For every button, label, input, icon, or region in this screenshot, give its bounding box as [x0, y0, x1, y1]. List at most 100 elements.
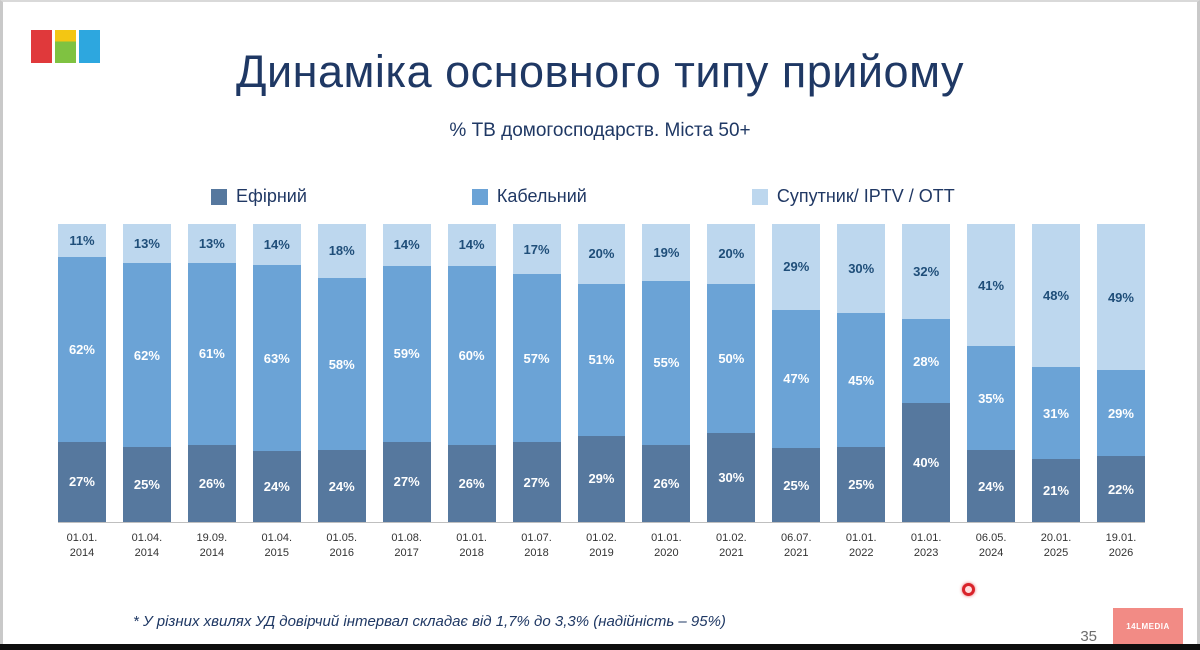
bar-segment: 27% — [58, 441, 106, 522]
bar-segment: 22% — [1097, 456, 1145, 522]
bar-segment: 29% — [1097, 370, 1145, 457]
stacked-bar: 13% 62% 25% — [122, 224, 171, 522]
company-logo — [31, 30, 100, 63]
segment-value-label: 14% — [263, 237, 290, 253]
bar-segment: 14% — [447, 224, 496, 266]
segment-value-label: 17% — [523, 241, 550, 257]
segment-value-label: 27% — [68, 474, 95, 490]
legend-swatch-satellite — [751, 188, 768, 205]
segment-value-label: 24% — [263, 479, 290, 495]
bar-segment: 24% — [967, 450, 1016, 522]
bar-segment: 25% — [837, 447, 886, 522]
x-axis-label: 01.05. 2016 — [326, 532, 358, 560]
cursor-indicator — [962, 583, 975, 596]
bar-segment: 29% — [577, 435, 626, 522]
segment-value-label: 26% — [653, 475, 680, 491]
bar-segment: 55% — [642, 280, 691, 445]
segment-value-label: 21% — [1043, 483, 1070, 499]
segment-value-label: 19% — [653, 244, 680, 260]
bar-segment: 26% — [187, 444, 236, 522]
bar-segment: 51% — [577, 283, 626, 436]
segment-value-label: 22% — [1107, 481, 1134, 497]
x-axis-label: 01.08. 2017 — [391, 532, 422, 560]
logo-blue-square — [79, 30, 100, 63]
footnote: * У різних хвилях УД довірчий інтервал с… — [133, 613, 726, 630]
bar-segment: 20% — [577, 224, 626, 284]
segment-value-label: 25% — [848, 477, 875, 493]
segment-value-label: 47% — [783, 371, 810, 387]
bar-segment: 62% — [122, 262, 171, 448]
segment-value-label: 29% — [1107, 405, 1134, 421]
segment-value-label: 32% — [913, 264, 940, 280]
bar-segment: 14% — [252, 224, 301, 266]
x-axis-label: 01.04. 2015 — [261, 532, 293, 560]
segment-value-label: 62% — [133, 347, 160, 363]
segment-value-label: 41% — [978, 277, 1005, 293]
segment-value-label: 20% — [588, 246, 615, 262]
segment-value-label: 14% — [458, 237, 485, 253]
stacked-bar: 29% 47% 25% — [772, 224, 821, 522]
bar-segment: 24% — [317, 450, 366, 522]
segment-value-label: 61% — [198, 346, 225, 362]
legend-item-terrestrial: Ефірний — [211, 186, 307, 207]
segment-value-label: 14% — [393, 237, 420, 253]
bar-segment: 63% — [252, 265, 301, 452]
legend-label-terrestrial: Ефірний — [236, 186, 307, 206]
logo-green-square — [55, 30, 76, 63]
bar-segment: 30% — [837, 224, 886, 314]
segment-value-label: 29% — [783, 259, 810, 275]
stacked-bar: 18% 58% 24% — [317, 224, 366, 522]
bar-segment: 27% — [382, 441, 431, 522]
segment-value-label: 20% — [718, 246, 745, 262]
segment-value-label: 60% — [458, 347, 485, 363]
stacked-bar: 32% 28% 40% — [902, 224, 951, 522]
x-axis-label: 06.05. 2024 — [975, 532, 1007, 560]
bar-segment: 13% — [122, 224, 171, 263]
x-axis-label: 01.04. 2014 — [131, 532, 163, 560]
x-axis: 01.01. 2014 01.04. 2014 19.09. 2014 01.04. 2015… — [58, 531, 1145, 562]
bar-segment: 59% — [382, 265, 431, 442]
watermark-text: 14LMEDIA — [1126, 621, 1170, 631]
bar-segment: 35% — [967, 346, 1016, 451]
segment-value-label: 35% — [978, 390, 1005, 406]
x-axis-label: 06.07. 2021 — [780, 532, 812, 560]
x-axis-label: 01.01. 2018 — [456, 532, 487, 560]
segment-value-label: 25% — [133, 477, 160, 493]
bar-segment: 50% — [707, 283, 756, 433]
page-number: 35 — [1080, 628, 1097, 645]
bar-segment: 45% — [837, 313, 886, 448]
segment-value-label: 26% — [198, 475, 225, 491]
stacked-bar: 17% 57% 27% — [512, 224, 561, 522]
bar-segment: 18% — [317, 224, 366, 278]
segment-value-label: 40% — [913, 454, 940, 470]
stacked-bar: 20% 50% 30% — [707, 224, 756, 522]
segment-value-label: 62% — [68, 341, 95, 357]
legend-item-cable: Кабельний — [471, 186, 587, 207]
legend-label-cable: Кабельний — [496, 186, 587, 206]
segment-value-label: 31% — [1043, 405, 1070, 421]
bar-segment: 17% — [512, 224, 561, 275]
segment-value-label: 13% — [198, 235, 225, 251]
watermark-logo: 14LMEDIA — [1113, 608, 1183, 644]
bar-segment: 41% — [967, 224, 1016, 347]
stacked-bar: 48% 31% 21% — [1032, 224, 1080, 522]
segment-value-label: 63% — [263, 350, 290, 366]
segment-value-label: 51% — [588, 352, 615, 368]
page-title: Динаміка основного типу прийому — [235, 46, 965, 97]
segment-value-label: 25% — [783, 477, 810, 493]
bar-segment: 26% — [447, 444, 496, 522]
segment-value-label: 27% — [523, 474, 550, 490]
bar-segment: 47% — [772, 309, 821, 449]
bar-segment: 30% — [707, 432, 756, 522]
legend-label-satellite: Супутник/ IPTV / OTT — [776, 186, 955, 206]
segment-value-label: 24% — [978, 478, 1005, 494]
chart-legend: Ефірний Кабельний Супутник/ IPTV / OTT — [211, 186, 955, 207]
stacked-bar: 13% 61% 26% — [187, 224, 236, 522]
chart-plot: 11% 62% 27% 13% 62% 25% 13% 61% 26% 14% 63% 24% 18% 5… — [58, 224, 1145, 523]
segment-value-label: 57% — [523, 350, 550, 366]
stacked-bar: 19% 55% 26% — [642, 224, 691, 522]
bar-segment: 20% — [707, 224, 756, 284]
bar-segment: 31% — [1032, 367, 1080, 460]
segment-value-label: 18% — [328, 243, 355, 259]
stacked-bar: 14% 59% 27% — [382, 224, 431, 522]
